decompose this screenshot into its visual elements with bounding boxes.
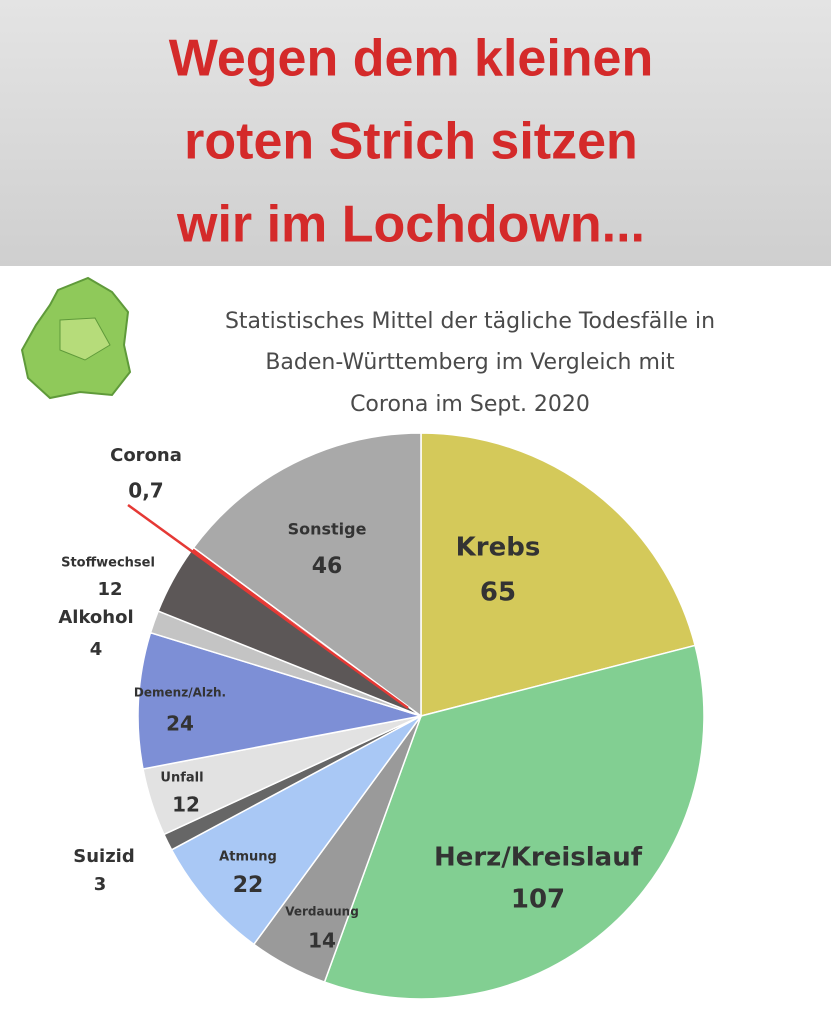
pie-slice [323, 644, 705, 1000]
subtitle-line: Baden-Württemberg im Vergleich mit [265, 350, 675, 375]
slice-label: Sonstige [288, 520, 367, 539]
title-line: roten Strich sitzen [184, 113, 638, 171]
value-label: 4 [90, 639, 103, 660]
value-label: 0,7 [128, 479, 163, 503]
value-label: 107 [511, 885, 565, 915]
value-label: 12 [97, 579, 122, 600]
value-label: 65 [480, 578, 516, 608]
value-label: 46 [312, 554, 343, 579]
subtitle-line: Statistisches Mittel der tägliche Todesf… [225, 309, 715, 334]
slice-label: Atmung [219, 850, 277, 865]
slice-label: Corona [110, 445, 182, 466]
value-label: 14 [308, 929, 336, 953]
slice-label: Demenz/Alzh. [134, 686, 226, 700]
slice-label: Suizid [73, 846, 134, 867]
slice-label: Alkohol [58, 607, 133, 628]
pie-slice [170, 715, 422, 946]
map-icon [20, 276, 132, 400]
pie-slice [137, 631, 422, 770]
title-line: wir im Lochdown... [176, 196, 645, 254]
pie-slice [420, 432, 696, 717]
slice-label: Stoffwechsel [61, 556, 155, 571]
pie-slice [192, 432, 422, 718]
value-label: 12 [172, 793, 200, 817]
slice-label: Krebs [456, 533, 541, 563]
title-line: Wegen dem kleinen [169, 30, 654, 88]
header-band [0, 0, 831, 266]
leader-line [127, 503, 409, 710]
value-label: 3 [94, 874, 107, 895]
value-label: 24 [166, 712, 194, 736]
value-label: 22 [233, 873, 264, 898]
slice-label: Unfall [160, 771, 203, 786]
slice-label: Verdauung [285, 905, 359, 919]
subtitle-line: Corona im Sept. 2020 [350, 392, 590, 417]
slice-label: Herz/Kreislauf [434, 843, 643, 873]
